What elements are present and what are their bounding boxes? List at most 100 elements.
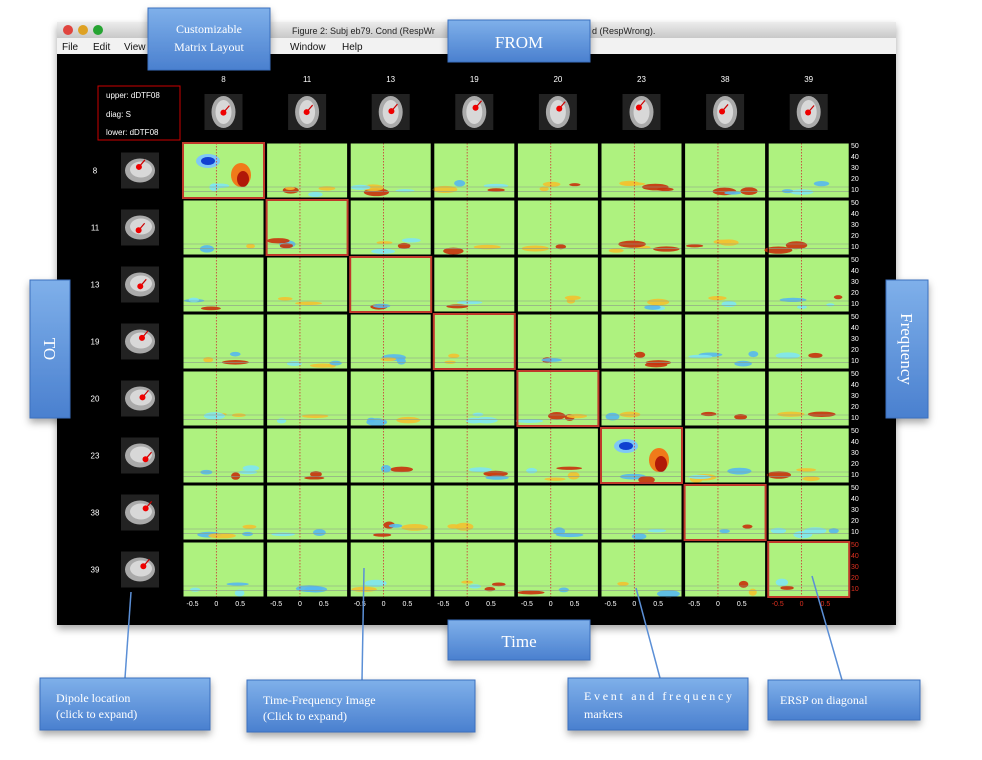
tf-blob (721, 301, 737, 308)
time-frequency-image[interactable] (433, 485, 515, 540)
time-frequency-image[interactable] (517, 428, 599, 483)
time-frequency-image[interactable] (684, 371, 766, 426)
cell-border (433, 199, 516, 256)
menu-item[interactable]: Edit (93, 42, 110, 53)
tf-blob (748, 350, 759, 358)
tf-blob (515, 419, 544, 423)
cell-border (516, 427, 599, 484)
time-tick-label: 0.5 (486, 601, 496, 608)
time-frequency-image[interactable] (601, 257, 682, 312)
time-tick-label: -0.5 (521, 601, 533, 608)
tf-blob (491, 582, 506, 587)
tf-blob (454, 180, 466, 187)
time-frequency-image[interactable] (266, 314, 348, 369)
legend-text: diag: S (106, 110, 131, 119)
time-frequency-image[interactable] (350, 428, 432, 483)
cell-border (182, 256, 265, 313)
time-frequency-image[interactable] (183, 257, 264, 312)
time-frequency-image[interactable] (768, 371, 850, 426)
tf-blob (526, 467, 538, 474)
callout-arrow (361, 567, 365, 681)
ersp-image[interactable] (601, 428, 682, 483)
time-frequency-image[interactable] (601, 314, 682, 369)
time-frequency-image[interactable] (183, 485, 264, 540)
callout-box (767, 679, 921, 721)
tf-blob (277, 296, 293, 301)
tf-blob (766, 471, 792, 479)
tf-blob (242, 531, 253, 537)
time-frequency-image[interactable] (768, 257, 850, 312)
frequency-tick-label: 10 (851, 301, 859, 308)
zoom-button[interactable] (93, 25, 103, 35)
time-frequency-image[interactable] (183, 314, 264, 369)
time-frequency-image[interactable] (517, 542, 599, 597)
ersp-image[interactable] (350, 257, 432, 312)
menu-item[interactable]: View (124, 42, 146, 53)
time-frequency-image[interactable] (684, 314, 766, 369)
tf-blob (364, 579, 387, 587)
time-frequency-image[interactable] (768, 200, 850, 255)
cell-border (349, 142, 432, 199)
time-tick-label: 0.5 (403, 601, 413, 608)
frequency-tick-label: 40 (851, 325, 859, 332)
row-label: 19 (91, 338, 100, 347)
ersp-image[interactable] (183, 143, 264, 198)
time-frequency-image[interactable] (266, 371, 348, 426)
frequency-tick-label: 30 (851, 222, 859, 229)
cell-border (516, 142, 599, 199)
time-frequency-image[interactable] (350, 485, 432, 540)
time-frequency-image[interactable] (183, 428, 264, 483)
tf-blob (734, 360, 752, 367)
time-frequency-image[interactable] (768, 314, 850, 369)
frequency-tick-label: 40 (851, 496, 859, 503)
frequency-tick-label: 50 (851, 485, 859, 492)
minimize-button[interactable] (78, 25, 88, 35)
callout-box (246, 679, 476, 733)
ersp-image[interactable] (768, 542, 850, 597)
tf-blob (738, 580, 749, 588)
row-label: 20 (91, 395, 100, 404)
frequency-tick-label: 40 (851, 211, 859, 218)
tf-blob (644, 304, 661, 310)
time-frequency-image[interactable] (350, 200, 432, 255)
window-title: Figure 2: Subj eb79. Cond (RespWr (292, 26, 435, 36)
callout-box (885, 279, 929, 419)
time-frequency-image[interactable] (266, 143, 348, 198)
brain-inner (130, 446, 152, 463)
frequency-tick-label: 50 (851, 371, 859, 378)
ersp-image[interactable] (266, 200, 348, 255)
tf-blob (396, 357, 406, 365)
cell-border (266, 313, 349, 370)
time-tick-label: 0 (632, 601, 636, 608)
time-frequency-image[interactable] (601, 542, 682, 597)
time-frequency-image[interactable] (601, 485, 682, 540)
menu-item[interactable]: Window (290, 42, 326, 53)
time-frequency-image[interactable] (433, 371, 515, 426)
time-frequency-image[interactable] (433, 200, 515, 255)
time-frequency-image[interactable] (684, 428, 766, 483)
time-frequency-image[interactable] (266, 428, 348, 483)
menu-item[interactable]: Help (342, 42, 363, 53)
frequency-tick-label: 10 (851, 244, 859, 251)
ersp-image[interactable] (433, 314, 515, 369)
cell-border (433, 484, 516, 541)
cell-border (684, 427, 767, 484)
frequency-tick-label: 30 (851, 507, 859, 514)
menu-item[interactable]: File (62, 42, 79, 53)
time-frequency-image[interactable] (433, 542, 515, 597)
cell-border (684, 313, 767, 370)
close-button[interactable] (63, 25, 73, 35)
time-frequency-image[interactable] (684, 542, 766, 597)
time-frequency-image[interactable] (183, 371, 264, 426)
row-label: 11 (91, 224, 100, 233)
time-frequency-image[interactable] (768, 143, 850, 198)
cell-border (767, 199, 850, 256)
frequency-tick-label: 50 (851, 428, 859, 435)
time-frequency-image[interactable] (517, 257, 599, 312)
column-label: 23 (637, 75, 646, 84)
time-frequency-image[interactable] (350, 371, 432, 426)
cell-border (266, 484, 349, 541)
cell-border (684, 256, 767, 313)
time-frequency-image[interactable] (517, 143, 599, 198)
time-frequency-image[interactable] (266, 485, 348, 540)
